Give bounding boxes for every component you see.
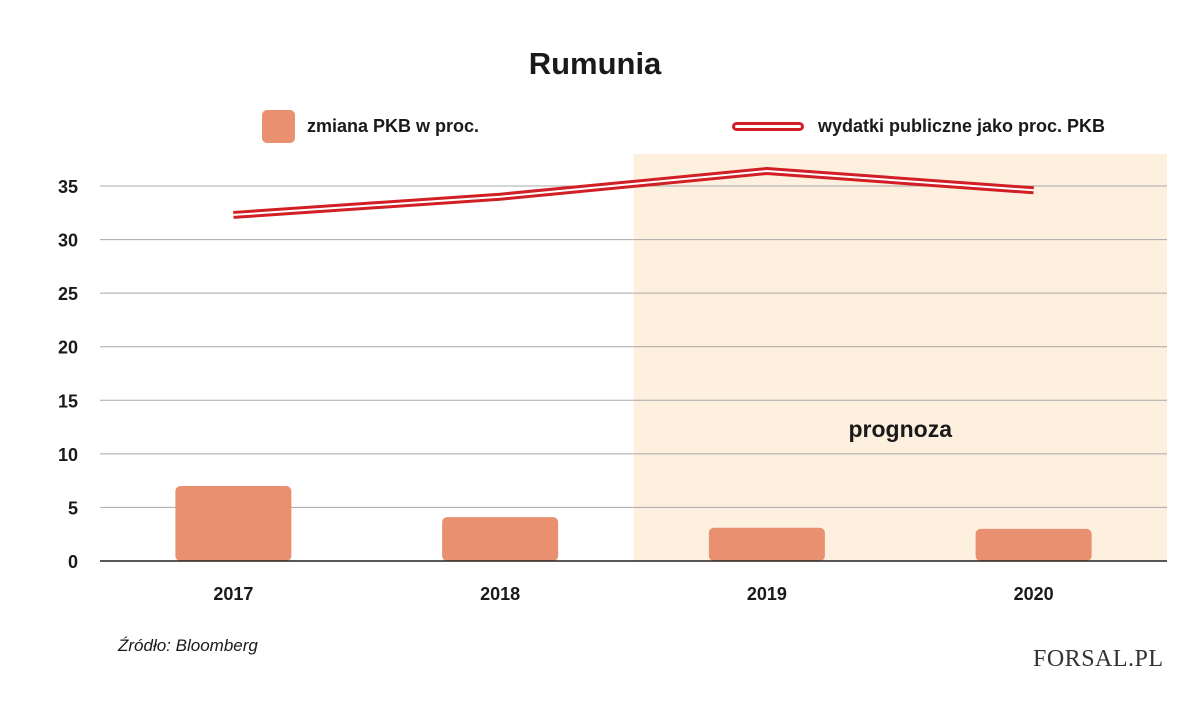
bar [975,528,1092,561]
x-tick-label: 2020 [1014,584,1054,604]
y-tick-label: 0 [68,552,78,572]
forecast-label: prognoza [849,416,953,442]
brand-logo: FORSAL.PL [1033,646,1164,672]
x-tick-label: 2019 [747,584,787,604]
x-tick-label: 2017 [213,584,253,604]
line-series-core [233,170,1034,216]
y-tick-label: 15 [58,391,78,411]
bar [442,517,559,561]
legend-swatch-bar [262,109,295,143]
source-note: Źródło: Bloomberg [118,636,258,655]
forecast-region [633,153,1167,561]
bar [708,527,825,561]
legend-item-spending: wydatki publiczne jako proc. PKB [732,108,1105,144]
x-tick-label: 2018 [480,584,520,604]
legend-label-spending: wydatki publiczne jako proc. PKB [818,115,1106,136]
y-tick-label: 25 [58,284,78,304]
chart-title: Rumunia [528,46,662,81]
bar [175,486,292,561]
y-tick-label: 5 [68,498,78,518]
y-tick-label: 10 [58,445,78,465]
legend-swatch-line [732,121,804,131]
y-tick-label: 20 [58,338,78,358]
y-tick-label: 30 [58,231,78,251]
legend-item-gdp: zmiana PKB w proc. [262,108,479,144]
legend-label-gdp: zmiana PKB w proc. [307,115,480,136]
y-tick-label: 35 [58,177,78,197]
